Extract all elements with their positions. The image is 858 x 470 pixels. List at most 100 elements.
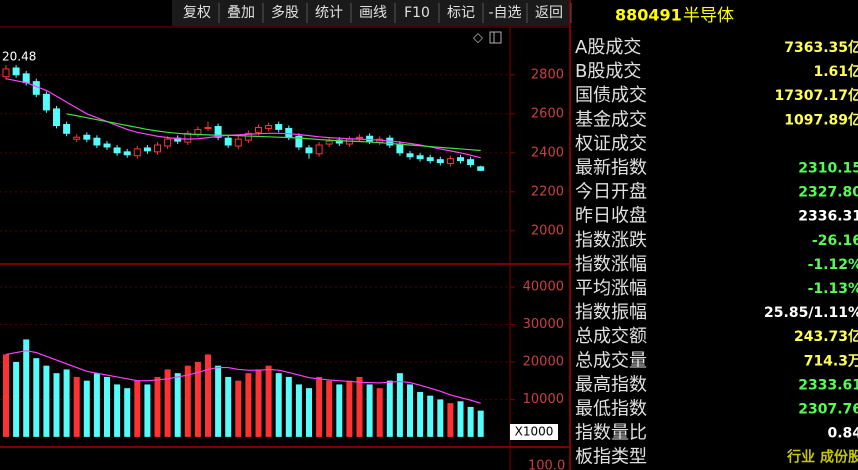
- toolbar-button[interactable]: 复权: [183, 4, 211, 21]
- quote-value: 17307.17亿: [774, 87, 858, 104]
- diamond-icon[interactable]: ◇: [473, 31, 483, 46]
- quote-label: 昨日收盘: [575, 206, 647, 227]
- candle-body: [2, 68, 10, 78]
- quote-value: 2307.76: [798, 402, 858, 418]
- volume-bar: [3, 354, 9, 437]
- quote-value: -1.12%: [808, 257, 858, 273]
- candle-body: [12, 67, 20, 76]
- candle-body: [255, 126, 262, 133]
- volume-bar: [43, 365, 50, 437]
- volume-bar: [417, 391, 424, 437]
- ma-line: [5, 350, 481, 404]
- volume-bar: [386, 380, 393, 437]
- volume-bar: [437, 399, 444, 437]
- volume-bar: [104, 376, 110, 437]
- quote-label: 指数涨幅: [575, 254, 647, 275]
- candle-body: [265, 125, 273, 129]
- volume-bar: [225, 376, 232, 437]
- candle-body: [93, 137, 101, 146]
- y-tick-label: 2200: [531, 184, 564, 199]
- toolbar-button[interactable]: 画线: [359, 5, 387, 21]
- volume-bar: [144, 384, 151, 437]
- volume-bar: [336, 384, 343, 437]
- candle-body: [396, 143, 404, 154]
- volume-bar: [265, 365, 272, 437]
- toolbar-button[interactable]: 标记: [447, 5, 475, 21]
- candle-body: [113, 147, 121, 154]
- volume-bar: [134, 380, 141, 437]
- volume-bar: [93, 373, 100, 437]
- quote-label: 基金成交: [575, 109, 647, 130]
- volume-bar: [33, 358, 40, 437]
- stock-code: 880491: [615, 6, 682, 25]
- quote-label: 最低指数: [575, 399, 647, 420]
- candle-body: [234, 138, 242, 147]
- candle-body: [275, 124, 283, 130]
- quote-value: 2310.15: [798, 161, 858, 177]
- toolbar-button[interactable]: 叠加: [227, 5, 255, 21]
- quote-label: 指数振幅: [575, 302, 647, 323]
- quote-value: 1.61亿: [813, 63, 858, 80]
- candle-body: [366, 135, 374, 142]
- window-icon[interactable]: [489, 31, 502, 44]
- volume-bar: [396, 373, 403, 437]
- candle-body: [194, 128, 202, 135]
- quote-value: 7363.35亿: [784, 39, 858, 56]
- volume-bar: [275, 373, 282, 437]
- y-tick-label: 20000: [523, 354, 564, 369]
- quote-label: 总成交量: [575, 350, 647, 371]
- quote-label: 国债成交: [575, 85, 647, 106]
- candle-body: [285, 127, 293, 138]
- candle-body: [305, 147, 313, 154]
- quote-label: 权证成交: [575, 133, 647, 154]
- quote-value: 2327.80: [798, 185, 858, 201]
- volume-bar: [73, 376, 80, 437]
- volume-bar: [13, 361, 20, 437]
- quote-label: 总成交额: [575, 326, 647, 347]
- toolbar-button[interactable]: -自选: [488, 5, 521, 21]
- candle-body: [133, 148, 141, 157]
- candle-body: [53, 108, 60, 127]
- quote-value: 2333.61: [798, 377, 858, 393]
- candle-body: [457, 157, 464, 162]
- candle-body: [325, 140, 333, 145]
- volume-bar: [53, 373, 60, 437]
- quote-label: 板指类型: [575, 447, 647, 468]
- quote-value: -26.16: [812, 233, 858, 249]
- volume-bar: [235, 380, 242, 437]
- lower-tick: 100.0: [528, 459, 565, 470]
- y-tick-label: 2400: [531, 145, 564, 160]
- quote-value: 25.85/1.11%: [764, 305, 858, 321]
- candle-body: [32, 81, 40, 95]
- candle-body: [184, 132, 192, 143]
- volume-bar: [215, 365, 222, 437]
- quote-value: 0.84: [827, 426, 858, 442]
- toolbar-button[interactable]: 统计: [315, 5, 343, 21]
- candle-body: [446, 158, 454, 165]
- volume-bar: [457, 401, 464, 437]
- volume-bar: [316, 376, 323, 437]
- toolbar-button[interactable]: 返回: [535, 5, 563, 21]
- candle-body: [143, 147, 151, 152]
- candle-body: [224, 137, 232, 146]
- volume-bar: [63, 369, 70, 437]
- candle-body: [477, 166, 485, 171]
- volume-bar: [295, 384, 302, 437]
- quote-value: 243.73亿: [794, 328, 858, 345]
- y-tick-label: 10000: [523, 392, 564, 407]
- toolbar-button[interactable]: 多股: [271, 4, 299, 21]
- quote-label: 最高指数: [575, 374, 647, 395]
- quote-value: -1.13%: [808, 281, 858, 297]
- quote-label: 平均涨幅: [575, 278, 647, 299]
- volume-bar: [205, 354, 211, 437]
- quote-value: 714.3万: [804, 353, 858, 369]
- volume-bar: [245, 373, 252, 437]
- volume-bar: [427, 395, 434, 437]
- candle-body: [406, 153, 414, 158]
- quote-value: 2336.31: [798, 209, 858, 225]
- toolbar-button[interactable]: F10: [404, 5, 430, 21]
- candle-body: [416, 155, 424, 160]
- candle-body: [164, 138, 172, 147]
